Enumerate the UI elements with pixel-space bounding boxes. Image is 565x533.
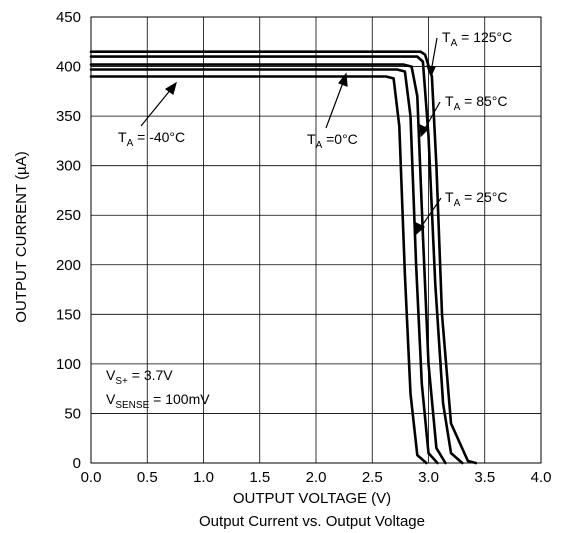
- arrowhead-85c: [419, 123, 430, 138]
- annotation-125c: TA = 125°C: [442, 29, 512, 49]
- annotation-minus40c: TA = -40°C: [118, 129, 185, 149]
- y-tick-label: 0: [73, 455, 81, 472]
- annotation-25c: TA = 25°C: [445, 189, 507, 209]
- arrowhead-minus40c: [164, 81, 177, 95]
- x-tick-label: 1.5: [249, 469, 270, 486]
- series-lines: [89, 50, 478, 465]
- arrow-85c: [422, 101, 441, 133]
- x-axis-label: OUTPUT VOLTAGE (V): [233, 490, 391, 507]
- series-line: [89, 50, 478, 465]
- y-tick-label: 350: [56, 108, 81, 125]
- plot-frame: [90, 16, 542, 464]
- annotation-vs: VS+ = 3.7V: [106, 367, 173, 387]
- annotation-85c: TA = 85°C: [445, 93, 507, 113]
- y-axis-label: OUTPUT CURRENT (µA): [13, 151, 30, 322]
- annotation-arrows: [140, 37, 442, 236]
- x-tick-label: 2.0: [306, 469, 327, 486]
- y-tick-label: 100: [56, 356, 81, 373]
- annotation-0c: TA =0°C: [307, 131, 358, 151]
- x-tick-label: 0.5: [137, 469, 158, 486]
- chart-caption: Output Current vs. Output Voltage: [199, 513, 425, 530]
- y-tick-label: 250: [56, 207, 81, 224]
- y-tick-label: 150: [56, 306, 81, 323]
- x-tick-labels: 0.0 0.5 1.0 1.5 2.0 2.5 3.0 3.5 4.0: [81, 469, 552, 486]
- series-line: [89, 63, 447, 465]
- y-tick-labels: 0 50 100 150 200 250 300 350 400 450: [56, 9, 81, 472]
- y-tick-label: 300: [56, 158, 81, 175]
- arrowhead-0c: [338, 72, 348, 87]
- y-tick-label: 450: [56, 9, 81, 26]
- arrow-25c: [418, 197, 442, 231]
- arrow-0c: [325, 79, 345, 129]
- x-tick-label: 3.5: [474, 469, 495, 486]
- x-tick-label: 3.0: [418, 469, 439, 486]
- arrow-minus40c: [140, 87, 173, 127]
- y-tick-label: 400: [56, 59, 81, 76]
- arrowhead-125c: [426, 65, 436, 78]
- series-line: [89, 68, 439, 465]
- y-tick-label: 50: [64, 405, 81, 422]
- grid-lines: [91, 17, 541, 463]
- series-line: [89, 55, 464, 465]
- annotation-vsense: VSENSE = 100mV: [106, 391, 210, 411]
- x-tick-label: 2.5: [362, 469, 383, 486]
- y-tick-label: 200: [56, 257, 81, 274]
- x-tick-label: 0.0: [81, 469, 102, 486]
- x-tick-label: 4.0: [531, 469, 552, 486]
- arrowhead-25c: [415, 222, 426, 236]
- series-line: [89, 75, 428, 465]
- x-tick-label: 1.0: [193, 469, 214, 486]
